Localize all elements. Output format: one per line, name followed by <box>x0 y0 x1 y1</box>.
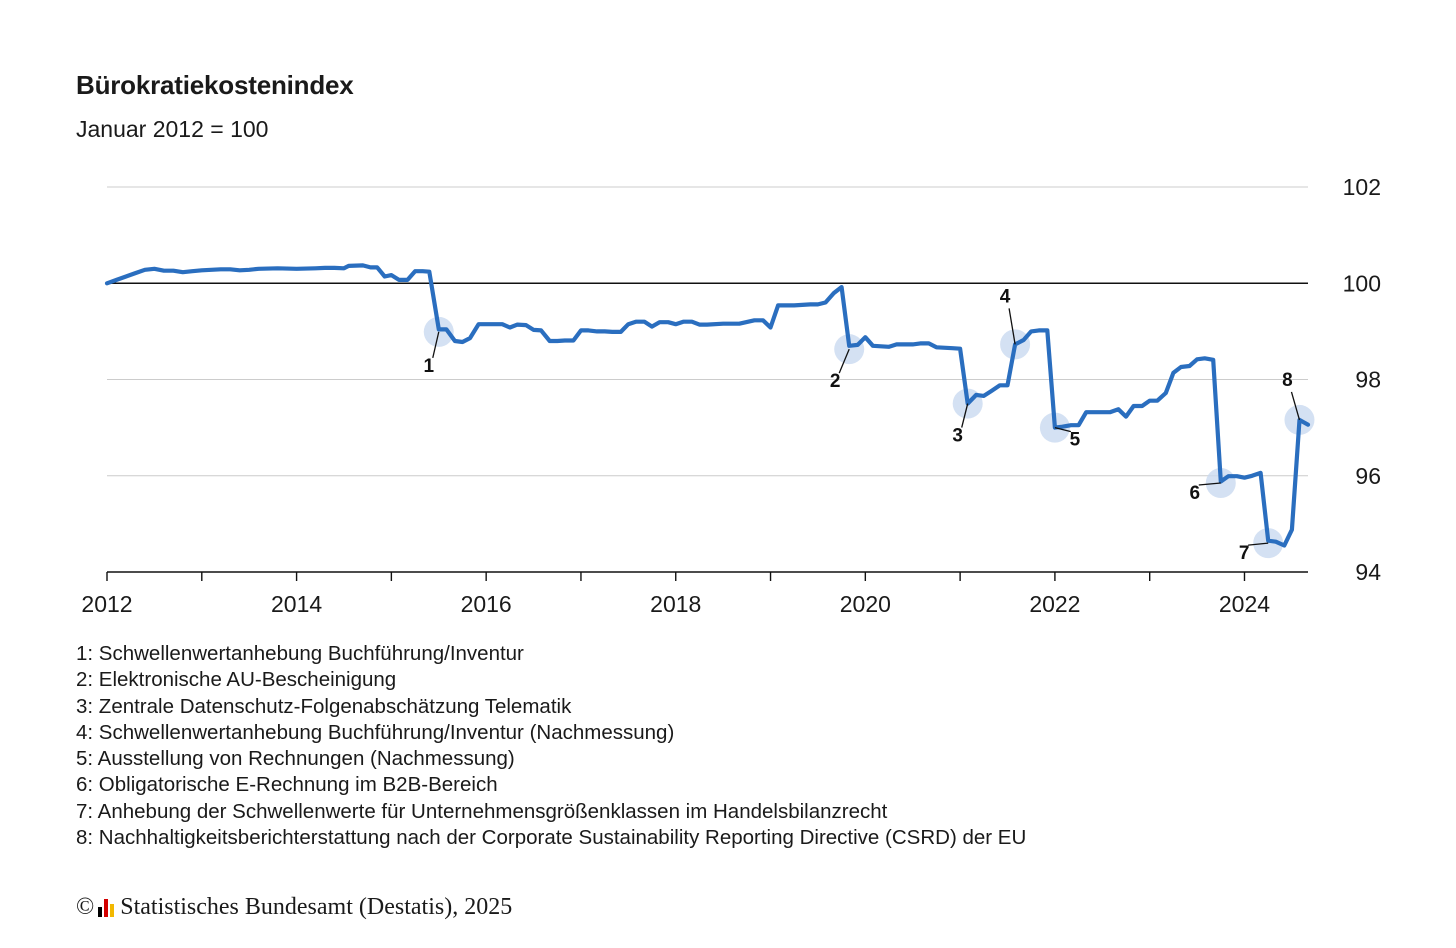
event-marker-label-7: 7 <box>1239 543 1250 564</box>
annotation-item: 3: Zentrale Datenschutz-Folgenabschätzun… <box>76 694 572 718</box>
chart-title: Bürokratiekostenindex <box>76 70 354 100</box>
annotation-item: 5: Ausstellung von Rechnungen (Nachmessu… <box>76 747 515 771</box>
event-marker-leader <box>432 331 440 359</box>
chart-subtitle: Januar 2012 = 100 <box>76 116 269 142</box>
copyright-symbol: © <box>76 894 95 920</box>
annotation-list: 1: Schwellenwertanhebung Buchführung/Inv… <box>76 641 1026 851</box>
x-axis: 2012 2014 2016 2018 2020 2022 2024 <box>81 571 1308 617</box>
event-marker-leader <box>1054 426 1072 433</box>
x-tick-label: 2012 <box>81 591 132 617</box>
series-lines <box>104 263 1311 548</box>
series-line <box>104 263 1311 548</box>
event-marker-label-2: 2 <box>830 371 841 392</box>
event-marker-label-4: 4 <box>1000 286 1011 307</box>
y-tick-label: 96 <box>1355 463 1381 489</box>
annotation-item: 2: Elektronische AU-Bescheinigung <box>76 668 397 692</box>
event-marker-label-6: 6 <box>1190 483 1201 504</box>
event-marker-leader <box>961 403 969 428</box>
event-marker-leader <box>1008 308 1016 345</box>
source-footer: © Statistisches Bundesamt (Destatis), 20… <box>76 894 512 921</box>
event-marker-leader <box>1198 482 1221 486</box>
destatis-logo-icon <box>98 898 115 917</box>
line-chart: 2012 2014 2016 2018 2020 2022 2024 94 96 98 100 10… <box>81 174 1382 617</box>
annotation-item: 6: Obligatorische E-Rechnung im B2B-Bere… <box>76 773 498 797</box>
event-marker-label-3: 3 <box>952 426 963 447</box>
annotation-item: 4: Schwellenwertanhebung Buchführung/Inv… <box>76 720 675 744</box>
event-marker-label-5: 5 <box>1070 430 1081 451</box>
annotation-item: 1: Schwellenwertanhebung Buchführung/Inv… <box>76 642 524 665</box>
annotation-item: 7: Anhebung der Schwellenwerte für Unter… <box>76 799 888 823</box>
event-marker-labels: 1 2 3 4 5 6 7 8 <box>423 286 1301 564</box>
event-marker-leader <box>1248 542 1269 546</box>
y-axis: 94 96 98 100 102 <box>1343 174 1382 585</box>
event-marker-leader <box>1290 391 1301 421</box>
y-tick-label: 98 <box>1355 367 1381 393</box>
x-tick-label: 2018 <box>650 591 701 617</box>
annotation-item: 8: Nachhaltigkeitsberichterstattung nach… <box>76 826 1027 850</box>
x-tick-label: 2014 <box>271 591 322 617</box>
x-tick-label: 2016 <box>461 591 512 617</box>
event-marker-leader <box>838 348 850 374</box>
gridlines <box>107 186 1308 477</box>
event-marker-label-1: 1 <box>423 356 434 377</box>
x-tick-label: 2024 <box>1219 591 1270 617</box>
event-marker-label-8: 8 <box>1282 370 1293 391</box>
x-tick-label: 2022 <box>1029 591 1080 617</box>
y-tick-label: 100 <box>1343 270 1381 296</box>
x-tick-label: 2020 <box>840 591 891 617</box>
y-tick-label: 94 <box>1355 559 1381 585</box>
event-markers <box>423 316 1315 559</box>
source-text: Statistisches Bundesamt (Destatis), 2025 <box>120 894 513 920</box>
y-tick-label: 102 <box>1343 174 1381 200</box>
